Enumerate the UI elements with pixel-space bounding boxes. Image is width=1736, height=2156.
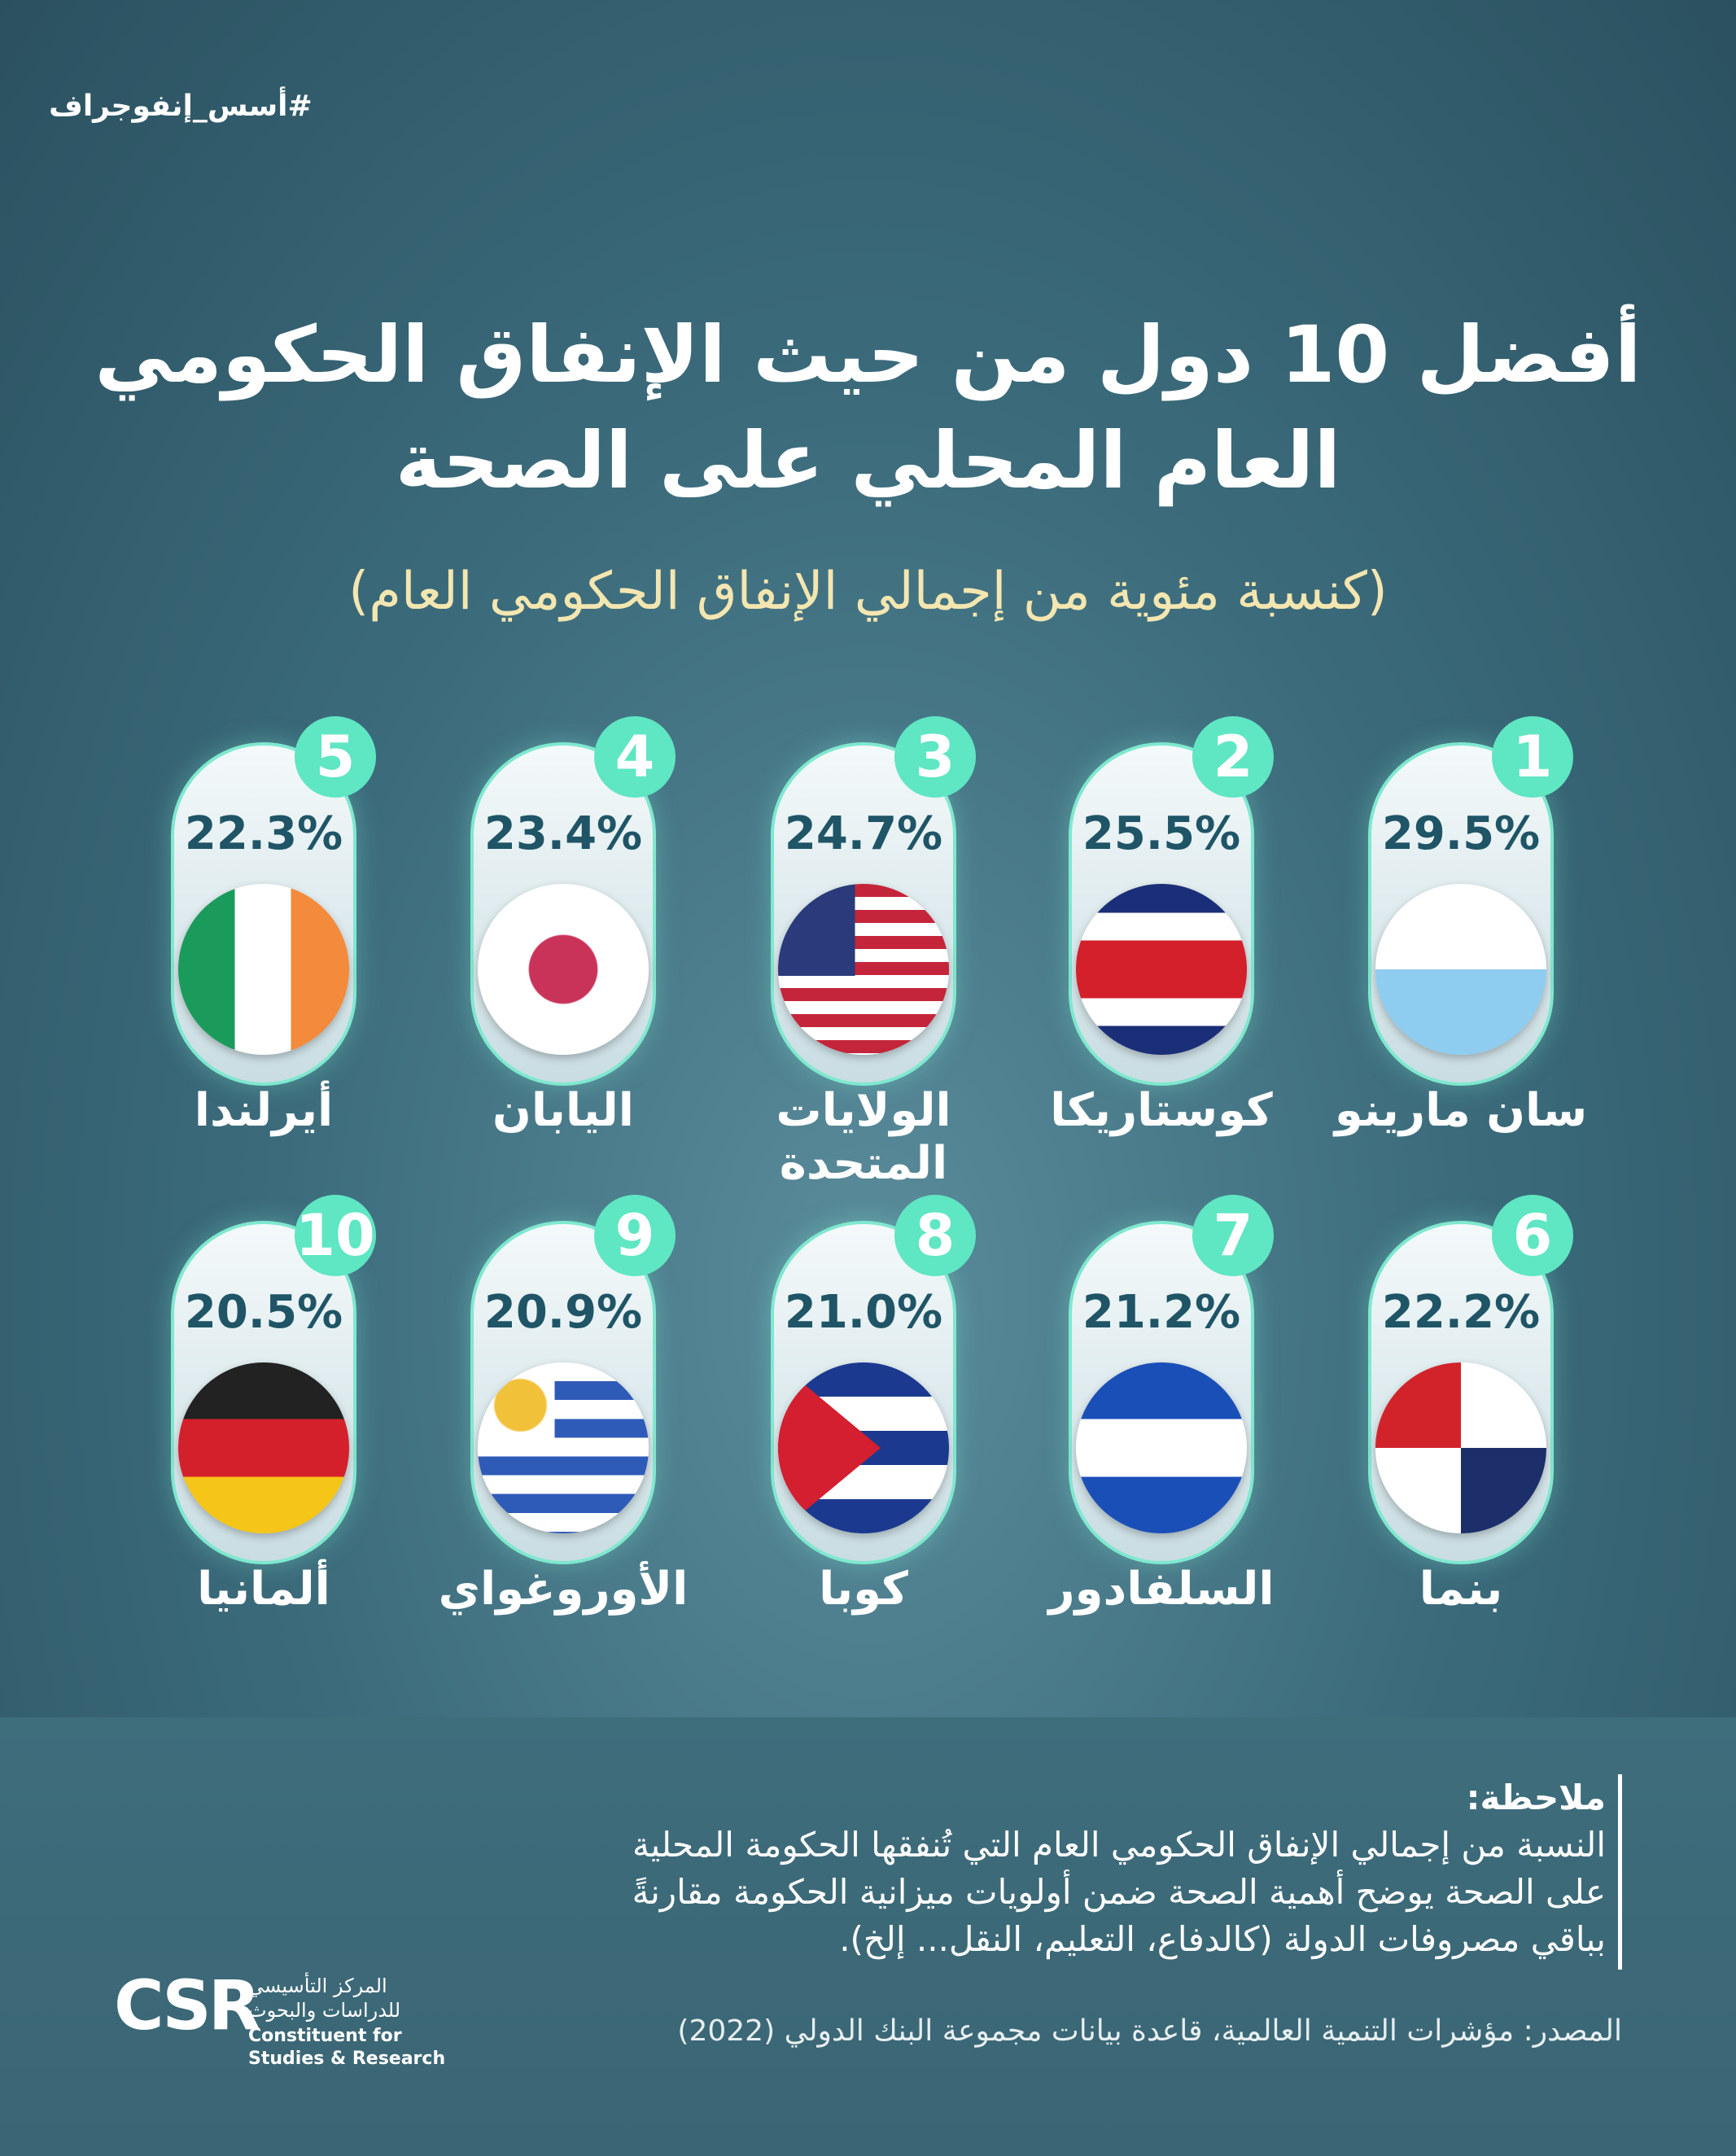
country-name: السلفادور	[1048, 1563, 1275, 1616]
country-name: الولايات المتحدة	[776, 1084, 951, 1190]
note-line: على الصحة يوضح أهمية الصحة ضمن أولويات م…	[632, 1872, 1606, 1912]
note-line: بباقي مصروفات الدولة (كالدفاع، التعليم، …	[839, 1919, 1606, 1959]
logo-english: Constituent for Studies & Research	[248, 2025, 445, 2071]
rank-badge: 5	[295, 716, 376, 798]
flag-triangle	[778, 1362, 881, 1533]
title: أفضل 10 دول من حيث الإنفاق الحكومي	[94, 309, 1642, 400]
value-label: 25.5%	[1082, 807, 1241, 860]
value-label: 20.5%	[184, 1286, 343, 1339]
rank-badge: 9	[594, 1195, 676, 1276]
note-heading: ملاحظة:	[1466, 1778, 1606, 1817]
note: ملاحظة: النسبة من إجمالي الإنفاق الحكومي…	[632, 1774, 1606, 1963]
value-label: 21.0%	[784, 1286, 943, 1339]
logo-line: المركز التأسيسي	[248, 1975, 387, 1997]
flag	[1375, 1362, 1546, 1533]
note-line: النسبة من إجمالي الإنفاق الحكومي العام ا…	[632, 1825, 1606, 1865]
rank-badge: 7	[1192, 1195, 1274, 1276]
logo-line: Studies & Research	[248, 2049, 446, 2069]
note-rule	[1618, 1774, 1622, 1970]
title: العام المحلي على الصحة	[395, 415, 1341, 506]
rank-badge: 1	[1492, 716, 1573, 798]
rank-badge: 10	[295, 1195, 376, 1276]
rank-badge: 4	[594, 716, 676, 798]
flag	[778, 884, 949, 1055]
logo-arabic: المركز التأسيسي للدراسات والبحوث	[248, 1974, 444, 2023]
flag	[1076, 1362, 1247, 1533]
country-name: الأوروغواي	[438, 1563, 689, 1616]
value-label: 29.5%	[1381, 807, 1541, 860]
value-label: 22.3%	[184, 807, 343, 860]
value-label: 24.7%	[784, 807, 943, 860]
value-label: 22.2%	[1381, 1286, 1541, 1339]
subtitle: (كنسبة مئوية من إجمالي الإنفاق الحكومي ا…	[348, 562, 1388, 622]
hashtag: #أسس_إنفوجراف	[49, 90, 313, 123]
logo-line: Constituent for	[248, 2026, 402, 2046]
flag	[178, 1362, 349, 1533]
value-label: 21.2%	[1082, 1286, 1241, 1339]
country-name: بنما	[1419, 1563, 1503, 1616]
flag	[1375, 884, 1546, 1055]
rank-badge: 8	[894, 1195, 976, 1276]
value-label: 23.4%	[483, 807, 643, 860]
flag	[478, 1362, 649, 1533]
country-name: سان مارينو	[1334, 1084, 1588, 1137]
flag	[478, 884, 649, 1055]
country-name: أيرلندا	[194, 1084, 334, 1137]
value-label: 20.9%	[483, 1286, 643, 1339]
flag	[178, 884, 349, 1055]
rank-badge: 6	[1492, 1195, 1573, 1276]
rank-badge: 2	[1192, 716, 1274, 798]
logo-mark: CSR	[114, 1966, 260, 2045]
country-name: اليابان	[492, 1084, 634, 1137]
country-name: كوستاريكا	[1050, 1084, 1273, 1137]
flag	[778, 1362, 949, 1533]
rank-badge: 3	[894, 716, 976, 798]
flag	[1076, 884, 1247, 1055]
logo-line: للدراسات والبحوث	[248, 1999, 401, 2022]
source: المصدر: مؤشرات التنمية العالمية، قاعدة ب…	[677, 2014, 1622, 2048]
footer-band	[0, 1717, 1736, 2156]
country-name: كوبا	[819, 1563, 908, 1616]
country-name: ألمانيا	[197, 1563, 330, 1616]
